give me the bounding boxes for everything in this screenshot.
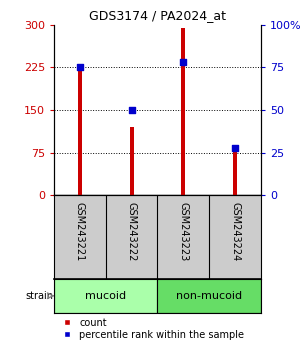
Text: GSM243223: GSM243223 xyxy=(178,202,188,261)
Text: non-mucoid: non-mucoid xyxy=(176,291,242,301)
Bar xyxy=(130,127,134,195)
Text: strain: strain xyxy=(25,291,53,301)
Bar xyxy=(54,279,158,313)
Legend: count, percentile rank within the sample: count, percentile rank within the sample xyxy=(57,318,244,339)
Text: GSM243221: GSM243221 xyxy=(75,202,85,261)
Point xyxy=(129,107,134,113)
Text: mucoid: mucoid xyxy=(85,291,126,301)
Title: GDS3174 / PA2024_at: GDS3174 / PA2024_at xyxy=(89,9,226,22)
Point xyxy=(77,64,82,70)
Bar xyxy=(78,70,82,195)
Bar xyxy=(181,28,185,195)
Bar xyxy=(158,279,261,313)
Text: GSM243224: GSM243224 xyxy=(230,202,240,261)
Text: GSM243222: GSM243222 xyxy=(127,202,136,261)
Bar xyxy=(233,150,237,195)
Point xyxy=(181,59,186,65)
Point xyxy=(233,145,238,150)
